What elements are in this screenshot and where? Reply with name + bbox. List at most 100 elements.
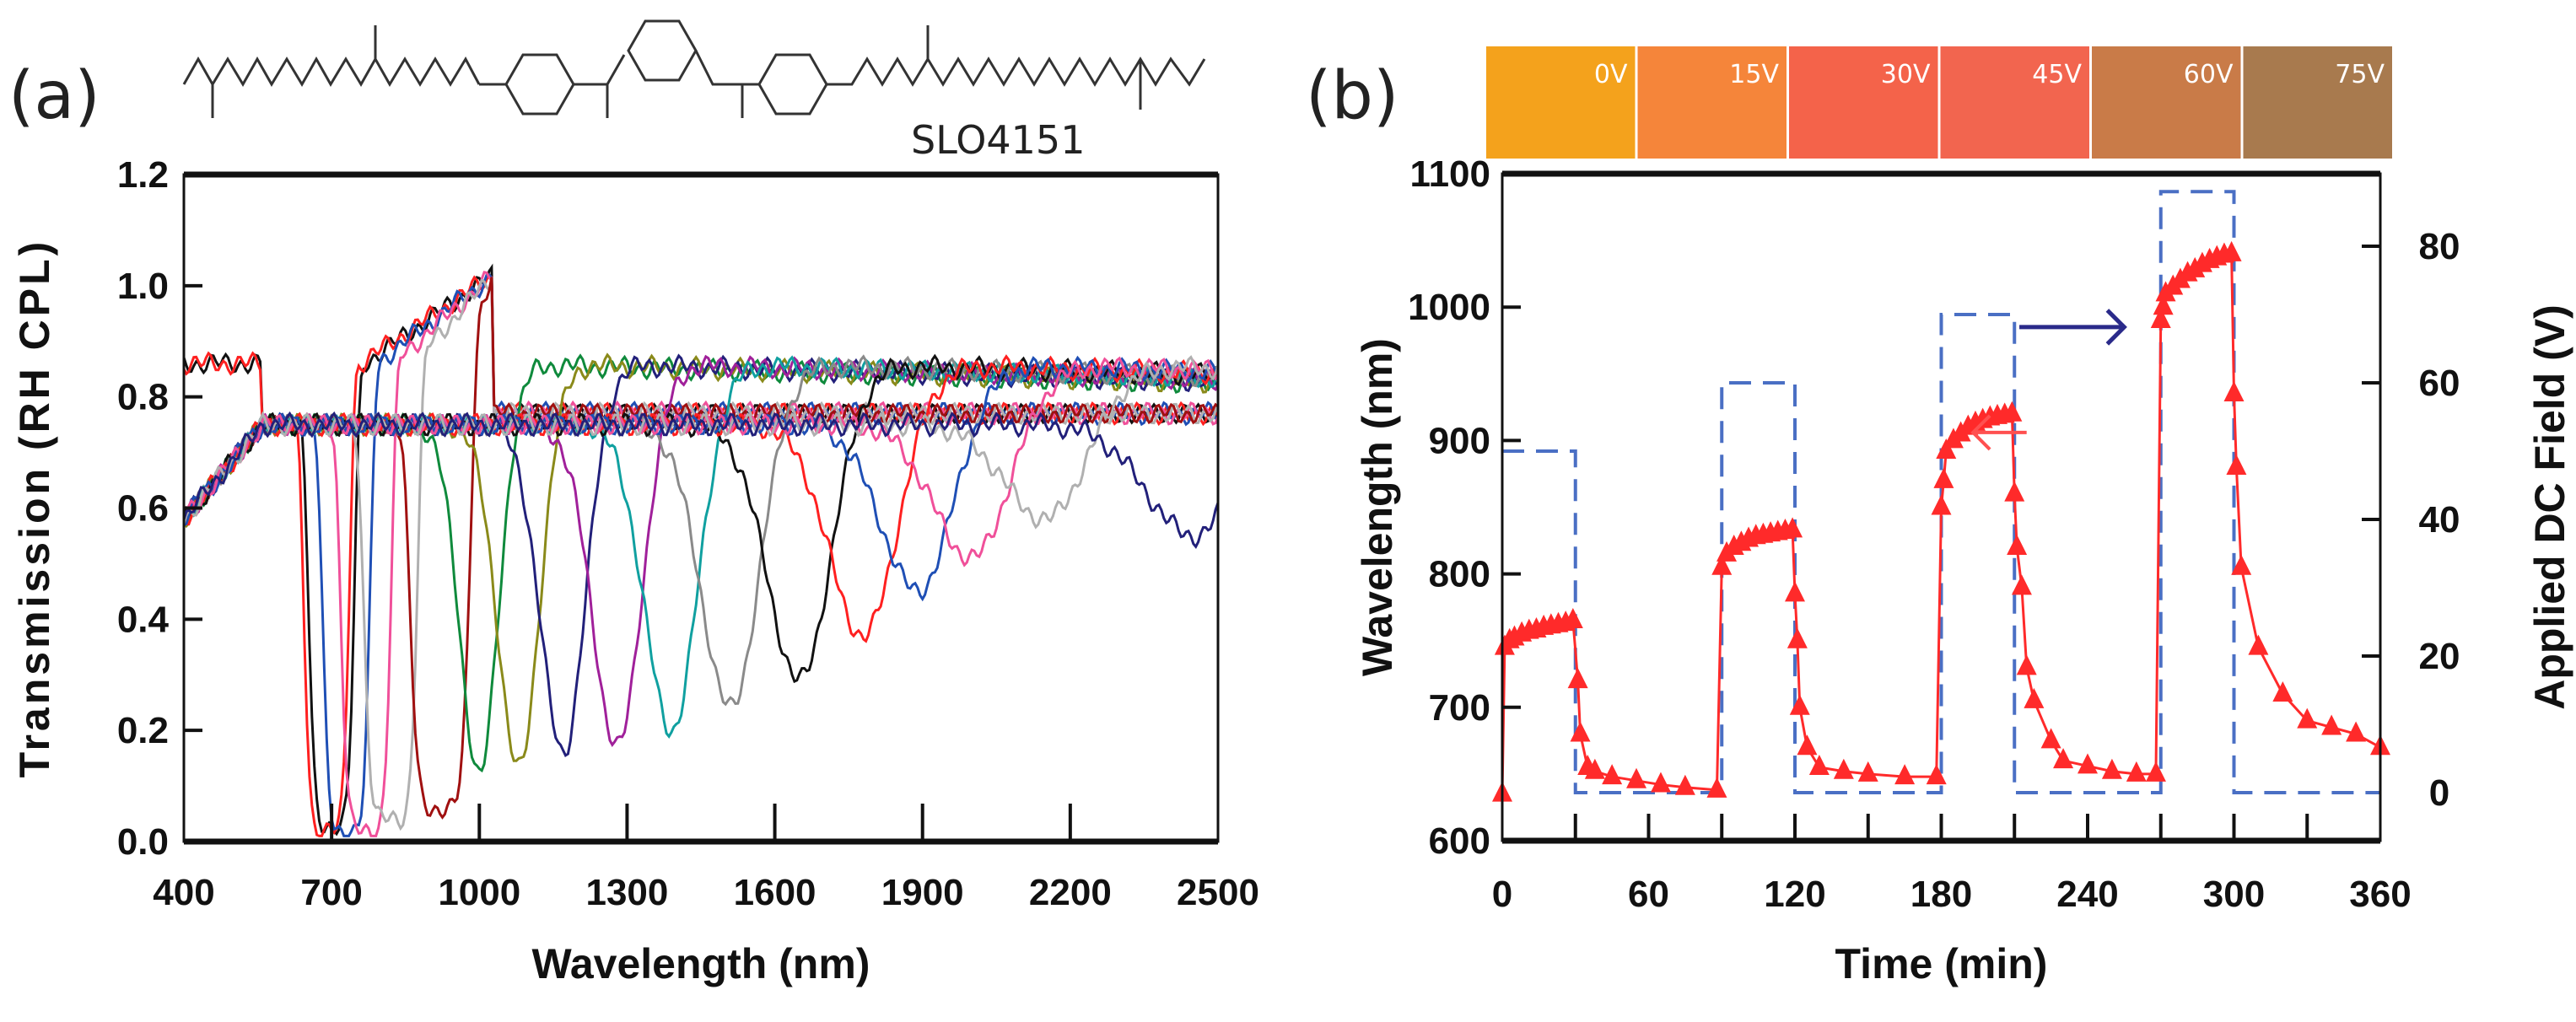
wavelength-marker	[1567, 668, 1588, 689]
photo-voltage-label: 75V	[2335, 60, 2385, 89]
wavelength-marker	[1931, 494, 1952, 515]
wavelength-marker	[1786, 627, 1808, 648]
y-tick-label: 1.2	[117, 154, 169, 196]
x-tick-label: 2500	[1177, 872, 1259, 913]
wavelength-marker	[1562, 607, 1583, 628]
x-tick-label: 240	[2056, 874, 2118, 915]
wavelength-marker	[2153, 294, 2174, 315]
panel-b-label: (b)	[1306, 58, 1398, 134]
y-tick-label: 0.2	[117, 710, 169, 751]
wavelength-marker	[2226, 455, 2247, 476]
y-tick-label: 0.6	[117, 488, 169, 530]
wavelength-marker	[2016, 654, 2037, 675]
x-tick-label: 1600	[734, 872, 816, 913]
wavelength-marker	[1808, 754, 1830, 775]
photo-voltage-label: 45V	[2032, 60, 2082, 89]
x-tick-label: 60	[1628, 874, 1669, 915]
wavelength-marker	[2007, 534, 2028, 555]
y-tick-label: 700	[1429, 687, 1490, 729]
y-tick-label: 0.0	[117, 821, 169, 863]
wavelength-marker	[1602, 764, 1623, 785]
wavelength-marker	[1933, 467, 1954, 488]
wavelength-marker	[1711, 554, 1733, 575]
wavelength-marker	[1894, 764, 1916, 785]
y-tick-label: 0.4	[117, 599, 170, 640]
wavelength-marker	[1782, 517, 1803, 538]
wavelength-marker	[2221, 240, 2242, 261]
y-axis-title: Transmission (RH CPL)	[11, 239, 58, 778]
wavelength-marker	[2272, 680, 2293, 702]
panel-a-label: (a)	[8, 58, 100, 134]
wavelength-marker	[2004, 481, 2025, 502]
y-tick-label: 1100	[1410, 153, 1490, 195]
y-tick-label: 0.8	[117, 377, 169, 418]
wavelength-marker	[2346, 721, 2367, 742]
photo-voltage-label: 15V	[1729, 60, 1779, 89]
y2-tick-label: 40	[2419, 499, 2460, 541]
wavelength-marker	[2150, 308, 2171, 329]
x-tick-label: 0	[1492, 874, 1512, 915]
wavelength-marker	[1833, 758, 1854, 779]
wavelength-marker	[1570, 721, 1591, 742]
wavelength-marker	[2040, 728, 2061, 749]
wavelength-time-chart: 0 60 120 180 240 300 360 600 700 800 900 1000 1100 0 2…	[1354, 153, 2573, 987]
wavelength-marker	[2002, 401, 2023, 422]
x-axis-title: Wavelength (nm)	[532, 940, 870, 987]
wavelength-marker	[2101, 758, 2122, 779]
x-tick-label: 2200	[1029, 872, 1112, 913]
x-tick-label: 1000	[438, 872, 520, 913]
y2-tick-label: 0	[2429, 772, 2449, 814]
wavelength-marker	[1926, 764, 1947, 785]
chemical-structure	[182, 19, 1206, 118]
photo-tile	[1940, 46, 2089, 159]
photo-tile	[2243, 46, 2392, 159]
wavelength-marker	[2297, 707, 2318, 729]
photo-tile	[1637, 46, 1786, 159]
photo-tile	[1789, 46, 1938, 159]
wavelength-marker	[2248, 634, 2269, 655]
wavelength-marker	[2024, 687, 2045, 708]
wavelength-marker	[2011, 574, 2032, 595]
x-axis-title: Time (min)	[1835, 940, 2048, 987]
spectrum-line	[182, 356, 1220, 567]
wavelength-marker	[1706, 777, 1727, 798]
y-tick-label: 800	[1429, 554, 1490, 595]
transmission-chart: 400 700 1000 1300 1600 1900 2200 2500 0.0 0.2 0.4 0…	[11, 154, 1259, 987]
wavelength-marker	[2145, 761, 2166, 782]
wavelength-marker	[1650, 772, 1671, 793]
photo-voltage-label: 30V	[1881, 60, 1931, 89]
y2-tick-label: 60	[2419, 363, 2460, 404]
x-tick-label: 400	[153, 872, 214, 913]
x-tick-label: 120	[1764, 874, 1825, 915]
y-tick-label: 600	[1429, 820, 1490, 862]
x-tick-label: 1300	[585, 872, 668, 913]
y2-axis-title: Applied DC Field (V)	[2526, 304, 2573, 710]
wavelength-marker	[2321, 714, 2342, 735]
x-tick-label: 700	[300, 872, 362, 913]
y-axis-title: Wavelength (nm)	[1354, 338, 1401, 676]
wavelength-marker	[2231, 554, 2252, 575]
color-photo-strip: 0V 15V 30V 45V 60V 75V	[1486, 46, 2392, 159]
wavelength-marker	[2126, 761, 2147, 782]
x-tick-label: 180	[1910, 874, 1972, 915]
spectrum-line	[182, 411, 1220, 550]
wavelength-marker	[1797, 734, 1818, 756]
arrow-head-icon	[2105, 309, 2127, 346]
photo-voltage-label: 0V	[1594, 60, 1628, 89]
photo-tile	[2092, 46, 2241, 159]
x-tick-label: 1900	[881, 872, 964, 913]
wavelength-marker	[1936, 438, 1957, 460]
spectrum-line	[182, 278, 1220, 831]
voltage-step-line	[1502, 190, 2380, 794]
arrow-head-icon	[1970, 414, 1991, 451]
y-tick-label: 1.0	[117, 266, 169, 307]
y-tick-label: 900	[1429, 420, 1490, 461]
wavelength-marker	[2223, 381, 2245, 402]
wavelength-marker	[1626, 767, 1647, 788]
x-tick-label: 300	[2203, 874, 2265, 915]
wavelength-marker	[1584, 758, 1605, 779]
photo-tile	[1486, 46, 1636, 159]
wavelength-marker	[2078, 753, 2098, 774]
photo-voltage-label: 60V	[2184, 60, 2234, 89]
